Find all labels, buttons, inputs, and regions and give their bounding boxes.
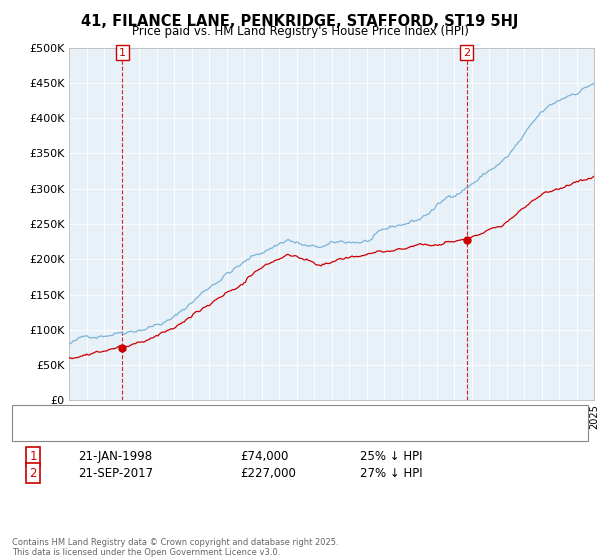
Text: HPI: Average price, detached house, South Staffordshire: HPI: Average price, detached house, Sout…	[57, 428, 338, 438]
Text: 21-JAN-1998: 21-JAN-1998	[78, 450, 152, 463]
Text: —: —	[30, 414, 45, 428]
Text: 2: 2	[29, 466, 37, 480]
Text: 21-SEP-2017: 21-SEP-2017	[78, 466, 153, 480]
Text: £74,000: £74,000	[240, 450, 289, 463]
Text: 25% ↓ HPI: 25% ↓ HPI	[360, 450, 422, 463]
Text: 2: 2	[463, 48, 470, 58]
Text: 27% ↓ HPI: 27% ↓ HPI	[360, 466, 422, 480]
Text: Price paid vs. HM Land Registry's House Price Index (HPI): Price paid vs. HM Land Registry's House …	[131, 25, 469, 38]
Text: —: —	[30, 426, 45, 441]
Text: 1: 1	[29, 450, 37, 463]
Text: Contains HM Land Registry data © Crown copyright and database right 2025.
This d: Contains HM Land Registry data © Crown c…	[12, 538, 338, 557]
Text: 1: 1	[119, 48, 126, 58]
Text: 41, FILANCE LANE, PENKRIDGE, STAFFORD, ST19 5HJ: 41, FILANCE LANE, PENKRIDGE, STAFFORD, S…	[82, 14, 518, 29]
Text: 41, FILANCE LANE, PENKRIDGE, STAFFORD, ST19 5HJ (detached house): 41, FILANCE LANE, PENKRIDGE, STAFFORD, S…	[57, 416, 412, 426]
Text: £227,000: £227,000	[240, 466, 296, 480]
